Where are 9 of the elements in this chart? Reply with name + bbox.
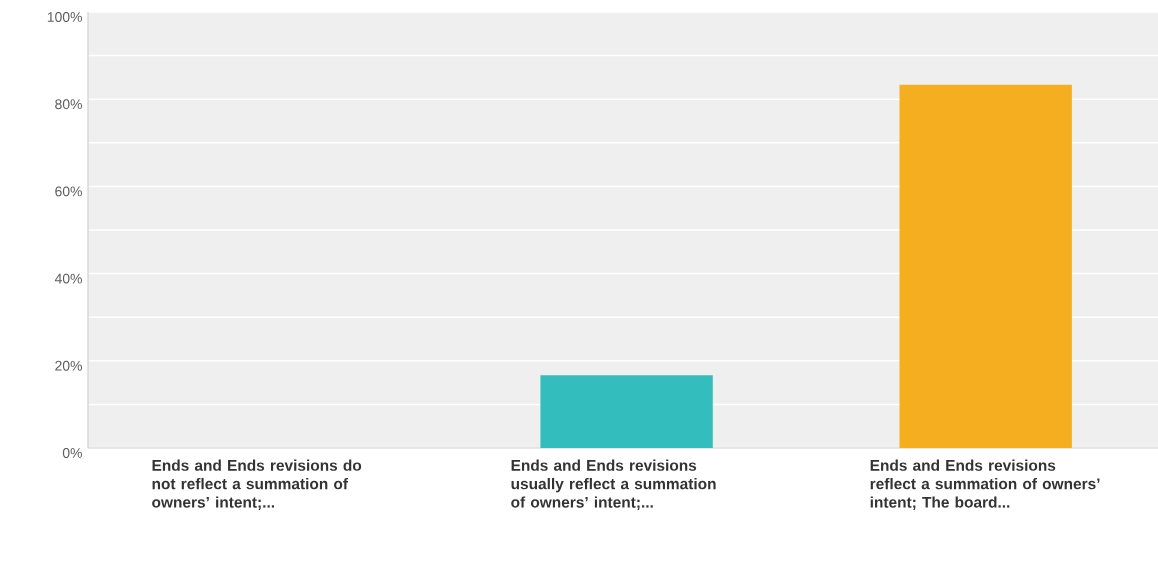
x-tick-label: Ends and Ends revisions usually reflect a summation of owners’ intent;... [511, 459, 716, 510]
y-tick-label: 20% [55, 360, 82, 371]
x-tick-label: Ends and Ends revisions reflect a summation of owners’ intent; The board... [870, 459, 1100, 510]
y-tick-label: 60% [55, 186, 82, 197]
y-tick-label: 80% [55, 99, 82, 110]
x-tick-label: Ends and Ends revisions do not reflect a summation of owners’ intent;... [152, 459, 362, 510]
y-tick-label: 40% [54, 273, 82, 284]
y-tick-label: 0% [62, 448, 82, 458]
y-tick-label: 100% [47, 12, 82, 22]
